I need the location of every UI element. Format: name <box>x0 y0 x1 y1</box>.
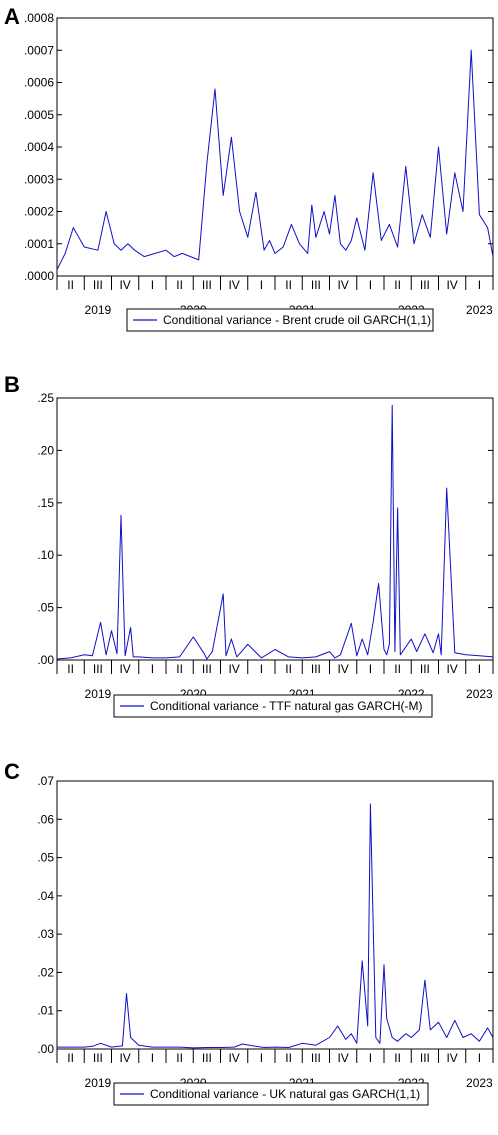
x-quarter-label: II <box>176 1051 183 1065</box>
legend-label: Conditional variance - UK natural gas GA… <box>150 1087 420 1101</box>
x-quarter-label: III <box>202 278 212 292</box>
x-quarter-label: I <box>478 662 481 676</box>
x-quarter-label: III <box>93 1051 103 1065</box>
y-tick-label: .20 <box>37 443 54 457</box>
y-tick-label: .00 <box>37 1042 54 1056</box>
legend-label: Conditional variance - Brent crude oil G… <box>163 313 431 327</box>
y-tick-label: .0002 <box>24 205 54 219</box>
y-tick-label: .0004 <box>24 140 54 154</box>
y-tick-label: .00 <box>37 653 54 667</box>
x-quarter-label: II <box>394 278 401 292</box>
x-quarter-label: IV <box>337 662 348 676</box>
y-tick-label: .01 <box>37 1004 54 1018</box>
x-year-label: 2019 <box>85 303 112 317</box>
panel-letter: A <box>4 4 20 29</box>
x-quarter-label: III <box>93 662 103 676</box>
y-tick-label: .0003 <box>24 172 54 186</box>
legend-label: Conditional variance - TTF natural gas G… <box>150 699 423 713</box>
x-quarter-label: II <box>285 278 292 292</box>
series-line <box>56 404 494 660</box>
x-quarter-label: II <box>285 1051 292 1065</box>
x-quarter-label: I <box>151 662 154 676</box>
x-quarter-label: III <box>93 278 103 292</box>
x-quarter-label: II <box>394 1051 401 1065</box>
x-quarter-label: IV <box>337 1051 348 1065</box>
y-tick-label: .10 <box>37 548 54 562</box>
panel-letter: C <box>4 759 20 784</box>
x-quarter-label: III <box>311 1051 321 1065</box>
series-line <box>56 49 494 270</box>
x-quarter-label: IV <box>119 278 130 292</box>
x-quarter-label: II <box>176 278 183 292</box>
y-tick-label: .0000 <box>24 269 54 283</box>
y-tick-label: .05 <box>37 601 54 615</box>
x-quarter-label: IV <box>119 662 130 676</box>
x-quarter-label: I <box>369 662 372 676</box>
y-tick-label: .06 <box>37 812 54 826</box>
x-quarter-label: III <box>420 662 430 676</box>
plot-frame <box>56 17 494 277</box>
x-quarter-label: I <box>260 662 263 676</box>
x-quarter-label: IV <box>228 278 239 292</box>
x-quarter-label: I <box>260 278 263 292</box>
x-quarter-label: II <box>67 278 74 292</box>
x-quarter-label: I <box>478 278 481 292</box>
x-quarter-label: IV <box>337 278 348 292</box>
x-quarter-label: IV <box>228 662 239 676</box>
x-year-label: 2019 <box>85 1076 112 1090</box>
y-tick-label: .07 <box>37 774 54 788</box>
x-quarter-label: I <box>478 1051 481 1065</box>
y-tick-label: .02 <box>37 965 54 979</box>
x-quarter-label: III <box>420 1051 430 1065</box>
x-quarter-label: IV <box>119 1051 130 1065</box>
x-year-label: 2019 <box>85 687 112 701</box>
x-quarter-label: IV <box>446 1051 457 1065</box>
x-quarter-label: IV <box>228 1051 239 1065</box>
x-year-label: 2023 <box>466 687 493 701</box>
series-line <box>57 803 494 1049</box>
x-quarter-label: I <box>151 278 154 292</box>
y-tick-label: .0006 <box>24 76 54 90</box>
y-tick-label: .15 <box>37 496 54 510</box>
x-quarter-label: II <box>67 662 74 676</box>
x-quarter-label: II <box>394 662 401 676</box>
y-tick-label: .0008 <box>24 11 54 25</box>
y-tick-label: .03 <box>37 927 54 941</box>
y-tick-label: .0001 <box>24 237 54 251</box>
x-quarter-label: III <box>202 1051 212 1065</box>
plot-frame <box>56 397 494 661</box>
legend-box <box>113 694 433 718</box>
x-quarter-label: IV <box>446 278 457 292</box>
y-tick-label: .05 <box>37 851 54 865</box>
x-quarter-label: III <box>311 278 321 292</box>
x-quarter-label: III <box>420 278 430 292</box>
x-year-label: 2023 <box>466 1076 493 1090</box>
x-quarter-label: III <box>202 662 212 676</box>
x-quarter-label: I <box>369 278 372 292</box>
legend-box <box>126 308 434 332</box>
x-quarter-label: II <box>176 662 183 676</box>
x-quarter-label: II <box>285 662 292 676</box>
chart-panel-a: A .0000 .0001 .0002 .0003 .0004 .0005 .0006 .000… <box>4 4 494 332</box>
x-quarter-label: III <box>311 662 321 676</box>
y-tick-label: .0005 <box>24 108 54 122</box>
y-tick-label: .0007 <box>24 43 54 57</box>
x-quarter-label: II <box>67 1051 74 1065</box>
x-year-label: 2023 <box>466 303 493 317</box>
x-quarter-label: I <box>369 1051 372 1065</box>
x-quarter-label: IV <box>446 662 457 676</box>
legend-box <box>113 1082 429 1106</box>
y-tick-label: .04 <box>37 889 54 903</box>
panel-letter: B <box>4 372 20 397</box>
y-tick-label: .25 <box>37 391 54 405</box>
x-quarter-label: I <box>260 1051 263 1065</box>
x-quarter-label: I <box>151 1051 154 1065</box>
